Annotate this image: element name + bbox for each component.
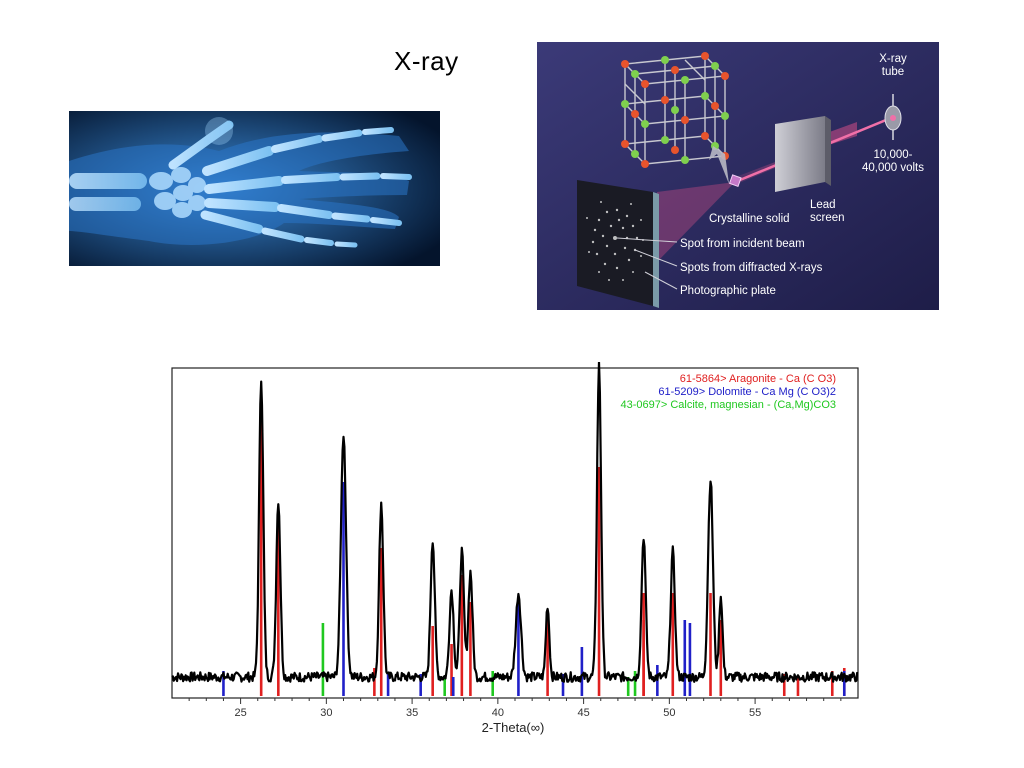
- x-tick-label-30: 30: [320, 707, 332, 719]
- voltage-label-2: 40,000 volts: [862, 162, 924, 174]
- legend-entry-calcite: 43-0697> Calcite, magnesian - (Ca,Mg)CO3: [620, 399, 836, 411]
- x-tick-label-35: 35: [406, 707, 418, 719]
- photographic-plate: [577, 180, 659, 308]
- x-tick-label-45: 45: [577, 707, 589, 719]
- voltage-label-1: 10,000-: [873, 149, 912, 161]
- measured-pattern: [171, 362, 859, 683]
- diffracted-label: Spots from diffracted X-rays: [680, 262, 823, 274]
- crystal-label: Crystalline solid: [709, 213, 790, 225]
- xray-tube-icon: [884, 94, 902, 140]
- x-tick-label-55: 55: [749, 707, 761, 719]
- lead-label-1: Lead: [810, 199, 836, 211]
- x-axis-label: 2-Theta(∞): [482, 720, 545, 735]
- xrd-pattern-chart: 25 30 35 40 45 50 55 61-5864> Aragonite - Ca (…: [171, 362, 859, 735]
- diffraction-diagram: X-ray tube 10,000- 40,000 volts Lead scr…: [537, 42, 939, 310]
- legend-entry-dolomite: 61-5209> Dolomite - Ca Mg (C O3)2: [658, 386, 836, 398]
- incident-label: Spot from incident beam: [680, 238, 805, 250]
- x-tick-label-50: 50: [663, 707, 675, 719]
- lead-label-2: screen: [810, 212, 845, 224]
- crystalline-solid: [728, 174, 742, 188]
- tube-label-2: tube: [882, 66, 904, 78]
- x-axis: 25 30 35 40 45 50 55: [188, 698, 842, 719]
- plate-label: Photographic plate: [680, 285, 776, 297]
- lead-screen: [775, 116, 831, 192]
- legend-entry-aragonite: 61-5864> Aragonite - Ca (C O3): [680, 373, 836, 385]
- hand-xray-image: [69, 111, 440, 266]
- slide-title: X-ray: [394, 46, 459, 76]
- tube-label-1: X-ray: [879, 53, 907, 65]
- x-tick-label-40: 40: [492, 707, 504, 719]
- x-tick-label-25: 25: [234, 707, 246, 719]
